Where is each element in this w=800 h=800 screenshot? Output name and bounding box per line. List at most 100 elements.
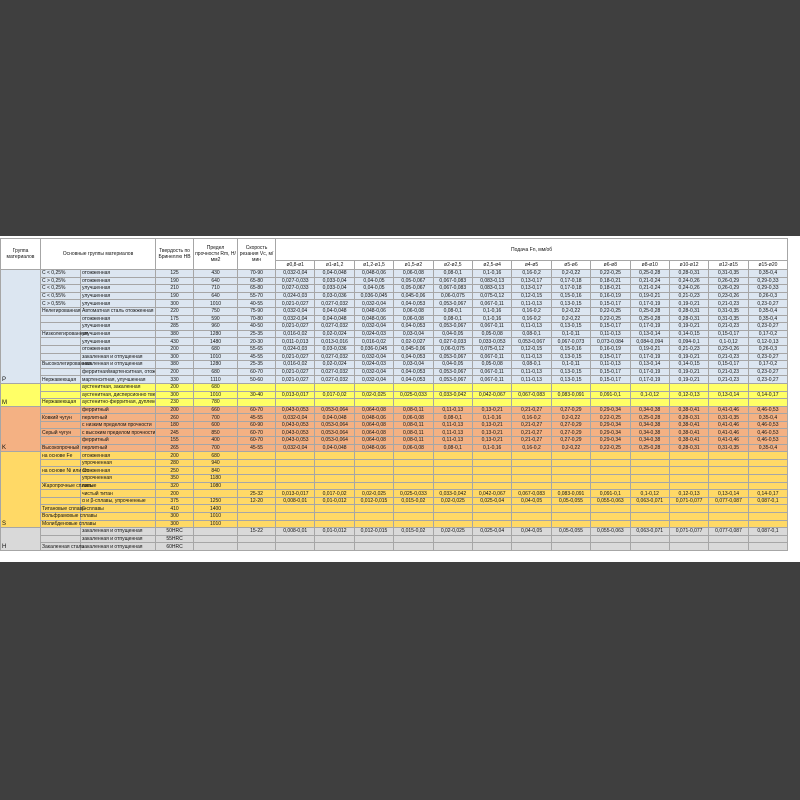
feed-value <box>590 451 631 460</box>
feed-value: 0,11-0,13 <box>511 367 552 377</box>
material-class <box>40 352 81 362</box>
feed-value <box>511 542 552 551</box>
feed-value: 0,043-0,053 <box>275 436 316 445</box>
feed-value: 0,26-0,29 <box>708 284 749 293</box>
feed-value <box>511 504 552 513</box>
strength: 660 <box>193 405 239 415</box>
feed-value: 0,15-0,17 <box>590 375 631 384</box>
header-feed: Подача Fn, мм/об <box>275 238 789 261</box>
feed-value: 0,04-0,05 <box>511 527 552 536</box>
table-row: улучшенная 430 1480 20-30 0,011-0,013 0,013-0… <box>0 337 789 346</box>
feed-value: 0,016-0,02 <box>353 337 395 346</box>
cutting-speed: 60-70 <box>237 428 277 438</box>
hardness: 320 <box>155 481 195 491</box>
feed-value <box>353 382 395 392</box>
feed-value: 0,46-0,53 <box>747 420 789 430</box>
feed-value: 0,084-0,094 <box>629 337 670 346</box>
group-letter: S <box>0 451 41 529</box>
feed-value <box>353 466 395 476</box>
feed-value: 0,41-0,46 <box>708 420 749 430</box>
feed-value <box>275 504 316 513</box>
feed-value: 0,23-0,27 <box>747 375 789 384</box>
feed-value <box>393 534 434 544</box>
feed-value: 0,29-0,34 <box>590 420 631 430</box>
material-class <box>40 458 81 468</box>
feed-value <box>432 382 473 392</box>
feed-value: 0,008-0,01 <box>275 496 316 506</box>
feed-value: 0,14-0,17 <box>747 390 789 400</box>
feed-value: 0,29-0,33 <box>747 276 789 286</box>
feed-value: 0,34-0,38 <box>629 428 670 438</box>
strength: 1010 <box>193 519 239 529</box>
feed-value <box>432 542 473 551</box>
strength: 700 <box>193 413 239 422</box>
strength: 1010 <box>193 512 239 521</box>
feed-value: 0,04-0,05 <box>511 496 552 506</box>
feed-value: 0,013-0,016 <box>314 337 355 346</box>
feed-value: 0,053-0,067 <box>511 337 552 346</box>
material-sub: отожженная <box>79 269 157 278</box>
feed-value <box>471 542 513 551</box>
feed-value <box>708 504 749 513</box>
feed-value <box>393 504 434 513</box>
material-sub: с высоким пределом прочности <box>79 428 157 438</box>
feed-value: 0,016-0,02 <box>275 360 316 369</box>
feed-value <box>590 542 631 551</box>
feed-value <box>708 466 749 476</box>
material-sub: улучшенная <box>79 284 157 293</box>
table-row: Нержавеющая аустенитно-ферритная, дуплекс… <box>0 398 789 407</box>
feed-value: 0,17-0,19 <box>629 375 670 384</box>
diameter-header: ø10-ø12 <box>668 260 710 270</box>
feed-value <box>747 474 789 483</box>
table-row: Титановые сплавы β-сплавы 410 1400 <box>0 504 789 513</box>
feed-value: 0,11-0,13 <box>432 436 473 445</box>
feed-value: 0,35-0,4 <box>747 314 789 324</box>
feed-value: 0,16-0,2 <box>511 443 552 453</box>
feed-value: 0,02-0,025 <box>432 527 473 536</box>
feed-value: 0,13-0,17 <box>511 276 552 286</box>
feed-value: 0,08-0,1 <box>432 269 473 278</box>
table-row: упрочненная 350 1180 <box>0 474 789 483</box>
hardness: 280 <box>155 458 195 468</box>
feed-value: 0,2-0,22 <box>550 306 592 316</box>
feed-value: 0,033-0,042 <box>432 489 473 498</box>
table-row: Закаленная сталь закаленная и отпущенная 6… <box>0 542 789 551</box>
feed-value: 0,03-0,04 <box>393 360 434 369</box>
feed-value <box>314 512 355 521</box>
strength: 640 <box>193 291 239 301</box>
feed-value: 0,25-0,28 <box>629 443 670 453</box>
feed-value <box>590 534 631 544</box>
hardness: 60HRC <box>155 542 195 551</box>
header-rm: Предел прочности Rm, H/мм2 <box>193 238 239 270</box>
feed-value <box>393 382 434 392</box>
feed-value <box>275 466 316 476</box>
feed-value: 0,15-0,17 <box>590 352 631 362</box>
strength: 400 <box>193 436 239 445</box>
material-sub: отожженная <box>79 466 157 476</box>
strength: 1180 <box>193 474 239 483</box>
strength: 850 <box>193 428 239 438</box>
material-sub: Автоматная сталь отожженная <box>79 306 157 316</box>
material-class <box>40 382 81 392</box>
feed-value <box>708 458 749 468</box>
feed-value: 0,23-0,27 <box>747 352 789 362</box>
feed-value: 0,025-0,033 <box>393 390 434 400</box>
table-row: C < 0,25% улучшенная 210 710 65-80 0,027-0,03… <box>0 284 789 293</box>
table-row: C < 0,55% улучшенная 190 640 55-70 0,024-0,03… <box>0 291 789 301</box>
feed-value: 0,04-0,053 <box>393 322 434 331</box>
table-row: Жаропрочные сплавы литые 320 1080 <box>0 481 789 491</box>
cutting-speed: 60-70 <box>237 436 277 445</box>
feed-value: 0,21-0,23 <box>708 375 749 384</box>
feed-value: 0,03-0,036 <box>314 291 355 301</box>
material-class: Высоколегированная <box>40 360 92 369</box>
feed-value <box>511 398 552 407</box>
feed-value: 0,41-0,46 <box>708 405 749 415</box>
feed-value: 0,073-0,084 <box>590 337 631 346</box>
feed-value: 0,13-0,14 <box>629 360 670 369</box>
feed-value: 0,048-0,06 <box>353 306 395 316</box>
feed-value <box>629 519 670 529</box>
feed-value <box>511 519 552 529</box>
feed-value: 0,055-0,063 <box>590 496 631 506</box>
cutting-speed: 45-55 <box>237 443 277 453</box>
